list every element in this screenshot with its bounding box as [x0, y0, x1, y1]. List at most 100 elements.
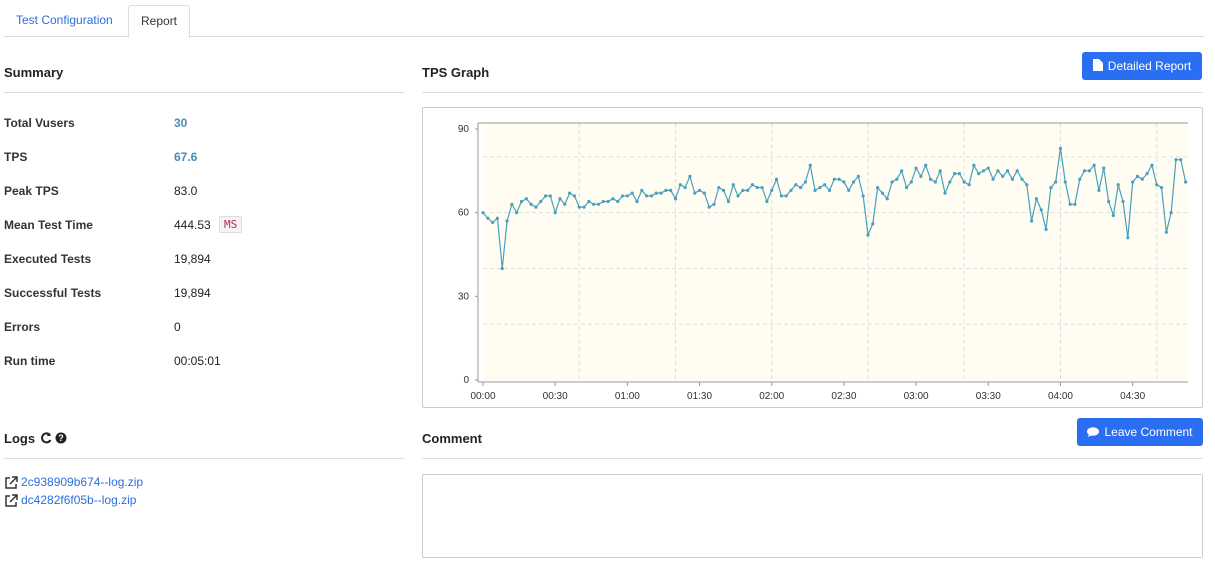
tps-point	[1135, 174, 1140, 179]
tps-point	[977, 172, 981, 176]
row-label: Executed Tests	[4, 252, 92, 266]
tps-point	[568, 191, 572, 195]
tps-point	[991, 177, 995, 181]
log-link[interactable]: 2c938909b674--log.zip	[21, 475, 144, 489]
tps-point	[900, 169, 904, 173]
tps-point	[1039, 208, 1043, 212]
row-value: 67.6	[174, 150, 198, 164]
tps-point	[611, 197, 615, 201]
tps-point	[505, 219, 509, 223]
tps-point	[957, 172, 962, 176]
x-tick-label: 02:30	[831, 391, 856, 402]
tps-point	[794, 183, 798, 187]
unit-badge: MS	[219, 216, 243, 233]
tps-point	[996, 169, 1000, 173]
tps-point	[1159, 185, 1164, 190]
tps-point	[1020, 177, 1024, 181]
tps-point	[606, 199, 610, 204]
tps-point	[770, 188, 774, 192]
tps-point	[1164, 230, 1168, 234]
tps-point	[909, 180, 913, 184]
tps-point	[630, 191, 634, 195]
tps-point	[1116, 183, 1120, 187]
tps-point	[558, 197, 562, 201]
tps-point	[866, 233, 870, 237]
comment-textarea[interactable]	[422, 474, 1203, 558]
external-link-icon	[5, 476, 18, 489]
tps-point	[823, 183, 827, 187]
rule	[4, 458, 404, 459]
tps-point	[539, 199, 543, 204]
tps-point	[880, 191, 885, 195]
tps-point	[683, 185, 687, 190]
log-link[interactable]: dc4282f6f05b--log.zip	[21, 493, 137, 507]
row-value: 83.0	[174, 184, 198, 198]
row-label: Peak TPS	[4, 184, 59, 198]
tps-point	[495, 216, 500, 220]
tps-point	[659, 191, 663, 195]
tps-point	[717, 185, 721, 190]
tps-point	[587, 199, 591, 204]
tps-point	[620, 194, 625, 198]
row-value: 19,894	[174, 252, 211, 266]
tps-point	[789, 188, 793, 192]
tps-point	[856, 174, 860, 179]
tps-point	[726, 199, 731, 204]
tps-point	[750, 183, 755, 187]
tps-point	[702, 191, 706, 195]
tps-point	[871, 222, 875, 226]
tps-point	[481, 211, 485, 215]
button-label: Detailed Report	[1107, 59, 1192, 73]
tps-point	[799, 185, 803, 190]
tps-point	[1005, 169, 1010, 173]
row-label: TPS	[4, 150, 28, 164]
tps-point	[803, 180, 808, 184]
tps-point	[1054, 180, 1058, 184]
comment-icon	[1087, 427, 1100, 437]
help-icon[interactable]	[55, 432, 67, 444]
tps-point	[697, 188, 702, 192]
section-title: TPS Graph	[422, 65, 490, 80]
row-value: 0	[174, 320, 181, 334]
tps-point	[1145, 172, 1149, 176]
tps-point	[1058, 146, 1063, 151]
tps-point	[1183, 180, 1188, 184]
tps-point	[827, 188, 832, 192]
tps-point	[779, 194, 783, 198]
tps-point	[1044, 227, 1048, 231]
tps-point	[953, 172, 957, 176]
tps-point	[731, 183, 735, 187]
tps-point	[1087, 169, 1091, 173]
tps-point	[548, 194, 552, 198]
detailed-report-button[interactable]: Detailed Report	[1082, 52, 1202, 80]
tps-point	[1174, 158, 1178, 162]
row-label: Mean Test Time	[4, 218, 93, 232]
tps-point	[640, 188, 644, 192]
tps-point	[510, 202, 514, 206]
tps-point	[943, 191, 947, 195]
x-tick-label: 04:00	[1048, 391, 1073, 402]
x-tick-label: 03:00	[904, 391, 929, 402]
tps-point	[582, 205, 586, 209]
rule	[422, 92, 1203, 93]
tps-point	[515, 211, 519, 215]
tps-point	[577, 205, 581, 209]
tps-point	[919, 174, 923, 179]
tps-point	[1001, 174, 1005, 179]
tps-point	[972, 163, 976, 167]
tps-point	[914, 166, 918, 170]
tps-point	[861, 194, 865, 198]
y-tick-label: 0	[463, 375, 469, 386]
tab-active[interactable]: Report	[128, 5, 191, 38]
tps-point	[818, 185, 822, 190]
tps-point	[693, 191, 697, 195]
tps-point	[842, 180, 846, 184]
tps-point	[1015, 169, 1019, 173]
x-tick-label: 00:30	[543, 391, 568, 402]
tps-point	[1150, 163, 1154, 167]
leave-comment-button[interactable]: Leave Comment	[1077, 418, 1203, 446]
tps-point	[904, 185, 909, 190]
tab[interactable]: Test Configuration	[16, 13, 113, 27]
tps-point	[1092, 163, 1096, 167]
